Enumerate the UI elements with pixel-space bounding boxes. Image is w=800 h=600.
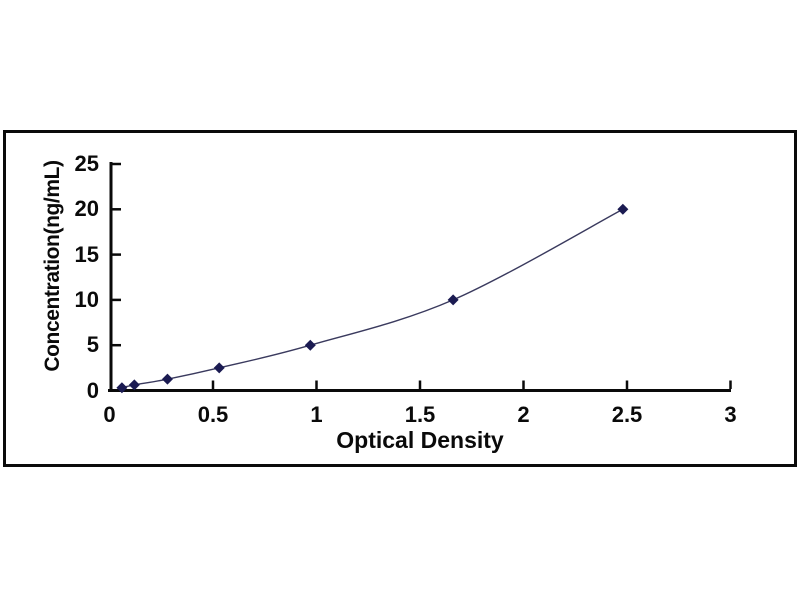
- standard-curve-line: [121, 208, 624, 389]
- y-tick-label: 0: [86, 377, 99, 403]
- x-tick-label: 2.5: [611, 402, 643, 427]
- y-tick-label: 20: [74, 196, 99, 222]
- data-point-marker: [304, 339, 316, 351]
- x-axis-title: Optical Density: [336, 427, 504, 453]
- x-tick-label: 1: [310, 402, 323, 427]
- y-axis-title: Concentration(ng/mL): [41, 160, 64, 372]
- data-point-marker: [447, 294, 459, 306]
- y-tick-label: 5: [86, 332, 99, 358]
- chart-frame: [3, 130, 797, 467]
- data-point-marker: [161, 373, 173, 385]
- x-tick-label: 0: [103, 402, 116, 427]
- data-point-marker: [213, 362, 225, 374]
- data-point-marker: [128, 379, 140, 391]
- x-tick-label: 3: [724, 402, 737, 427]
- x-tick-label: 2: [517, 402, 530, 427]
- y-tick-label: 15: [74, 241, 99, 267]
- data-point-marker: [617, 203, 629, 215]
- x-tick-label: 0.5: [197, 402, 229, 427]
- data-point-marker: [116, 382, 128, 394]
- y-tick-label: 10: [74, 286, 99, 312]
- x-tick-label: 1.5: [404, 402, 436, 427]
- y-tick-label: 25: [74, 151, 99, 176]
